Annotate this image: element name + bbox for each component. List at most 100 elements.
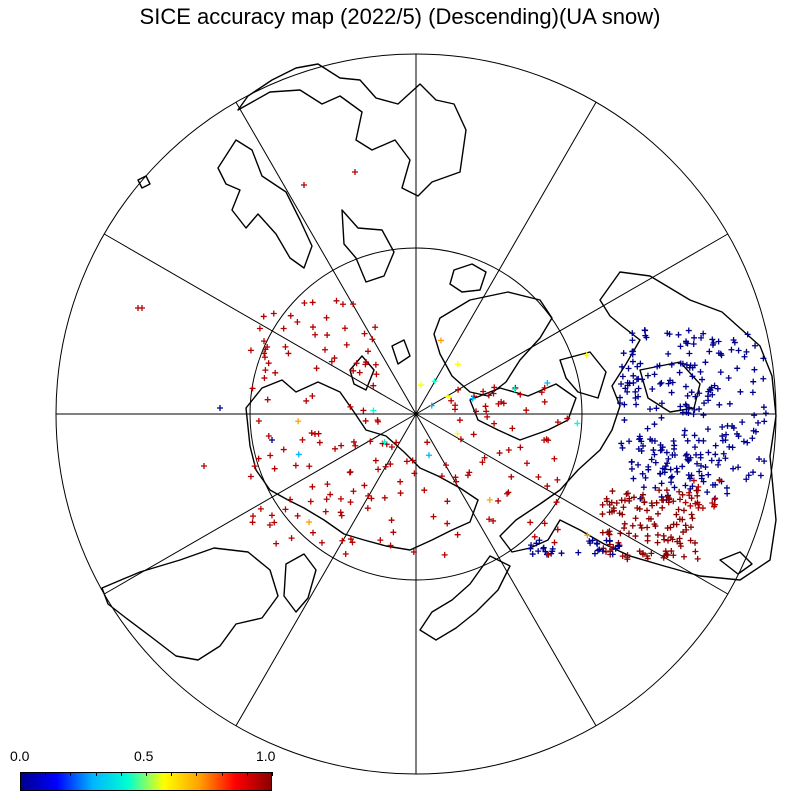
accuracy-point <box>752 342 759 349</box>
accuracy-point <box>677 543 684 550</box>
accuracy-point <box>523 407 530 414</box>
accuracy-point <box>670 498 677 505</box>
coastline-scandinavia <box>217 139 313 269</box>
accuracy-point <box>498 398 505 405</box>
accuracy-point <box>365 492 372 499</box>
accuracy-point <box>247 473 254 480</box>
accuracy-point <box>617 400 624 407</box>
accuracy-point <box>496 450 503 457</box>
accuracy-point <box>642 332 649 339</box>
accuracy-point <box>644 507 651 514</box>
accuracy-point <box>716 457 723 464</box>
accuracy-point <box>690 340 697 347</box>
accuracy-point <box>664 460 671 467</box>
coastline-kamchatka <box>283 553 317 613</box>
accuracy-point <box>249 385 256 392</box>
accuracy-point <box>691 334 698 341</box>
accuracy-point <box>629 330 636 337</box>
accuracy-point <box>377 537 384 544</box>
accuracy-point <box>663 487 670 494</box>
accuracy-point <box>687 524 694 531</box>
accuracy-point <box>712 451 719 458</box>
accuracy-point <box>728 346 735 353</box>
accuracy-point <box>352 442 359 449</box>
accuracy-point <box>307 498 314 505</box>
accuracy-point <box>294 512 301 519</box>
accuracy-point <box>697 462 704 469</box>
accuracy-point <box>734 365 741 372</box>
accuracy-point <box>668 548 675 555</box>
accuracy-point <box>337 495 344 502</box>
accuracy-point <box>689 373 696 380</box>
accuracy-point <box>505 446 512 453</box>
accuracy-point <box>701 400 708 407</box>
accuracy-point <box>606 509 613 516</box>
accuracy-point <box>651 521 658 528</box>
accuracy-point <box>448 397 455 404</box>
accuracy-point <box>683 409 690 416</box>
accuracy-point <box>485 392 492 399</box>
accuracy-point <box>757 472 764 479</box>
colorbar-mid-label: 0.5 <box>134 748 154 764</box>
accuracy-point <box>288 535 295 542</box>
coastline-hudson-bay <box>639 361 701 413</box>
accuracy-point <box>382 463 389 470</box>
accuracy-point <box>648 456 655 463</box>
accuracy-point <box>696 468 703 475</box>
accuracy-point <box>648 550 655 557</box>
accuracy-point <box>473 408 480 415</box>
accuracy-points <box>135 169 769 563</box>
accuracy-point <box>353 360 360 367</box>
accuracy-point <box>255 418 262 425</box>
accuracy-point <box>469 395 476 402</box>
accuracy-point <box>372 361 379 368</box>
accuracy-point <box>594 547 601 554</box>
accuracy-point <box>650 447 657 454</box>
accuracy-point <box>247 347 254 354</box>
accuracy-point <box>692 548 699 555</box>
accuracy-point <box>640 484 647 491</box>
accuracy-point <box>711 496 718 503</box>
accuracy-point <box>630 494 637 501</box>
accuracy-point <box>437 337 444 344</box>
accuracy-point <box>740 438 747 445</box>
accuracy-point <box>375 418 382 425</box>
accuracy-point <box>657 441 664 448</box>
accuracy-point <box>564 415 571 422</box>
accuracy-point <box>261 338 268 345</box>
coastline-alaska <box>419 555 511 641</box>
meridian-line <box>235 413 417 727</box>
accuracy-point <box>654 363 661 370</box>
accuracy-point <box>529 551 536 558</box>
accuracy-point <box>638 438 645 445</box>
accuracy-point <box>393 439 400 446</box>
colorbar-min-label: 0.0 <box>10 748 30 764</box>
accuracy-point <box>630 475 637 482</box>
accuracy-point <box>480 388 487 395</box>
accuracy-point <box>735 464 742 471</box>
accuracy-point <box>409 457 416 464</box>
accuracy-point <box>540 545 547 552</box>
accuracy-point <box>693 487 700 494</box>
accuracy-point <box>554 526 561 533</box>
accuracy-point <box>619 363 626 370</box>
accuracy-point <box>619 511 626 518</box>
accuracy-point <box>629 348 636 355</box>
accuracy-point <box>621 525 628 532</box>
accuracy-point <box>647 406 654 413</box>
accuracy-point <box>484 413 491 420</box>
accuracy-point <box>709 391 716 398</box>
meridian-line <box>103 233 417 415</box>
accuracy-point <box>466 469 473 476</box>
accuracy-point <box>347 536 354 543</box>
accuracy-point <box>250 513 257 520</box>
accuracy-point <box>709 500 716 507</box>
accuracy-point <box>265 360 272 367</box>
accuracy-point <box>695 504 702 511</box>
accuracy-point <box>337 509 344 516</box>
accuracy-point <box>479 459 486 466</box>
accuracy-point <box>702 464 709 471</box>
accuracy-point <box>201 463 207 469</box>
accuracy-point <box>654 539 661 546</box>
accuracy-point <box>558 550 565 557</box>
